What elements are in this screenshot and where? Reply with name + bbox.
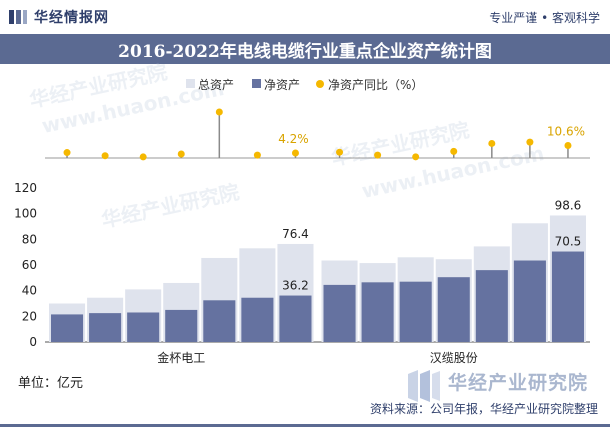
net-assets-bar [551, 251, 584, 342]
top-bar: 华经情报网 专业严谨 • 客观科学 [0, 0, 610, 34]
growth-value-label: 10.6% [547, 124, 585, 138]
net-assets-bar [437, 277, 470, 342]
net-assets-bar [475, 270, 508, 342]
growth-marker [215, 108, 223, 116]
growth-marker [336, 148, 344, 156]
legend-label-1: 净资产 [264, 78, 300, 92]
y-tick-label: 100 [14, 207, 37, 221]
unit-label: 单位：亿元 [18, 376, 84, 391]
growth-value-label: 4.2% [278, 132, 309, 146]
net-assets-bar [323, 284, 356, 342]
net-assets-bar [165, 309, 198, 342]
y-tick-label: 80 [22, 232, 37, 246]
brand-name: 华经情报网 [34, 10, 109, 26]
net-assets-value-label: 70.5 [555, 235, 582, 249]
y-tick-label: 120 [14, 181, 37, 195]
y-tick-label: 40 [22, 284, 37, 298]
y-tick-label: 60 [22, 258, 37, 272]
net-assets-bar [241, 297, 274, 342]
growth-marker [177, 150, 185, 158]
growth-marker [253, 151, 261, 159]
growth-marker [291, 149, 299, 157]
legend-label-2: 净资产同比（%） [328, 78, 423, 92]
x-category-label: 金杯电工 [157, 350, 205, 365]
growth-marker [412, 153, 420, 161]
asset-chart: 总资产 净资产 净资产同比（%） 0 20 40 60 80 100 120 76.4 36.2 4.2… [14, 78, 590, 365]
growth-marker [488, 139, 496, 147]
legend-swatch-1 [252, 79, 261, 88]
growth-marker [374, 151, 382, 159]
total-assets-value-label: 76.4 [282, 227, 309, 241]
x-category-label: 汉缆股份 [430, 351, 478, 365]
net-assets-bar [127, 312, 160, 342]
y-tick-label: 0 [29, 335, 37, 349]
bottom-rule [0, 424, 610, 427]
source-note: 资料来源：公司年报，华经产业研究院整理 [369, 402, 598, 416]
brand-logo-icon [9, 10, 27, 24]
total-assets-value-label: 98.6 [555, 198, 582, 212]
legend-swatch-2 [316, 80, 324, 88]
growth-marker [564, 141, 572, 149]
title-bar: 2016-2022年电线电缆行业重点企业资产统计图 [0, 34, 610, 64]
net-assets-bar [361, 282, 394, 342]
net-assets-bar [399, 281, 432, 342]
legend-swatch-0 [186, 79, 195, 88]
net-assets-bar [203, 300, 236, 342]
net-assets-bar [51, 314, 84, 342]
growth-marker [139, 153, 147, 161]
brand: 华经情报网 [8, 7, 109, 27]
watermark-logo-icon [408, 370, 440, 402]
net-assets-value-label: 36.2 [282, 279, 309, 293]
net-assets-bar [279, 295, 312, 342]
y-tick-label: 20 [22, 309, 37, 323]
watermark-text: 华经产业研究院 [448, 372, 589, 394]
legend-label-0: 总资产 [198, 78, 234, 92]
growth-marker [526, 138, 534, 146]
net-assets-bar [89, 313, 122, 342]
chart-title: 2016-2022年电线电缆行业重点企业资产统计图 [118, 41, 492, 62]
growth-marker [101, 152, 109, 160]
slogan: 专业严谨 • 客观科学 [489, 10, 600, 25]
net-assets-bar [513, 260, 546, 342]
growth-marker [450, 147, 458, 155]
growth-marker [63, 149, 71, 157]
